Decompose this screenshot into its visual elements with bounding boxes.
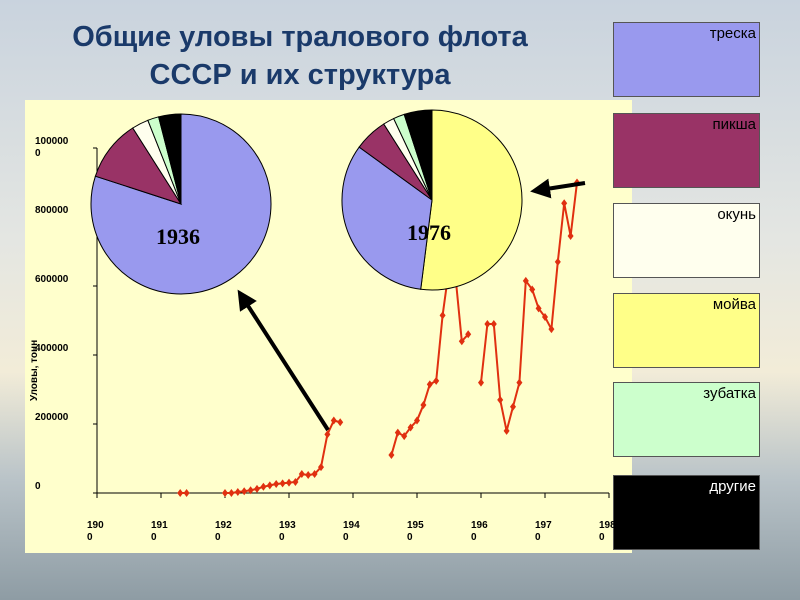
data-point — [260, 482, 267, 491]
data-point — [542, 313, 548, 322]
data-point — [465, 330, 472, 339]
data-point — [222, 489, 228, 497]
data-point — [266, 481, 273, 490]
data-point — [414, 416, 420, 425]
data-point — [286, 478, 292, 487]
data-point — [561, 199, 568, 208]
data-point — [484, 319, 491, 328]
data-point — [305, 471, 312, 480]
data-point — [311, 470, 318, 479]
data-point — [318, 463, 324, 472]
data-point — [247, 486, 254, 495]
pie-slice — [158, 113, 182, 205]
data-point — [337, 418, 344, 427]
legend-label: другие — [709, 478, 756, 495]
data-point — [548, 325, 555, 334]
y-tick-label: 400000 — [35, 343, 69, 354]
data-point — [420, 401, 427, 410]
line-series — [480, 182, 578, 432]
data-point — [292, 477, 299, 486]
x-tick-label: 1940 — [343, 520, 360, 543]
data-point — [554, 257, 561, 266]
data-point — [330, 416, 337, 425]
data-point — [324, 430, 331, 439]
data-point — [228, 489, 235, 497]
data-point — [401, 432, 408, 441]
data-point — [388, 451, 395, 460]
y-tick-label: 200000 — [35, 412, 69, 423]
legend-label: мойва — [712, 296, 756, 313]
slide-title: Общие уловы тралового флота СССР и их ст… — [72, 21, 528, 91]
legend-label: треска — [709, 25, 756, 42]
x-tick-label: 1950 — [407, 520, 424, 543]
x-tick-label: 1910 — [151, 520, 168, 543]
legend-item: мойва — [613, 293, 760, 368]
data-point — [567, 231, 574, 240]
legend-item: окунь — [613, 203, 760, 278]
pie-label: 1976 — [407, 220, 451, 245]
legend-label: окунь — [717, 206, 756, 223]
pie-label: 1936 — [156, 224, 200, 249]
y-tick-label: 800000 — [35, 205, 69, 216]
legend-label: пикша — [712, 116, 756, 133]
data-point — [279, 479, 286, 488]
data-point — [510, 402, 516, 411]
y-tick-label: 0 — [35, 481, 41, 492]
x-tick-label: 1900 — [87, 520, 104, 543]
data-point — [516, 378, 523, 387]
data-point — [254, 484, 260, 493]
y-tick-label: 1000000 — [35, 136, 69, 159]
legend-item: пикша — [613, 113, 760, 188]
x-tick-label: 1930 — [279, 520, 296, 543]
data-point — [529, 285, 536, 294]
data-point — [490, 319, 497, 328]
pie-slice — [403, 109, 433, 201]
data-point — [503, 426, 510, 435]
data-point — [458, 337, 465, 346]
data-point — [535, 304, 542, 313]
legend-item: треска — [613, 22, 760, 97]
arrow — [530, 178, 586, 199]
data-point — [497, 395, 504, 404]
legend-label: зубатка — [703, 385, 756, 402]
legend-item: зубатка — [613, 382, 760, 457]
x-tick-label: 1920 — [215, 520, 232, 543]
y-axis-label: Уловы, тонн — [29, 339, 40, 401]
x-tick-label: 1960 — [471, 520, 488, 543]
arrow — [237, 289, 330, 432]
y-tick-label: 600000 — [35, 274, 69, 285]
data-point — [241, 487, 248, 496]
data-point — [522, 276, 529, 285]
line-series — [390, 266, 469, 456]
data-point — [177, 489, 184, 497]
data-point — [234, 487, 241, 496]
data-point — [426, 380, 433, 389]
x-tick-label: 1970 — [535, 520, 552, 543]
pie-slice — [341, 146, 433, 290]
data-point — [407, 423, 414, 432]
data-point — [478, 378, 484, 387]
data-point — [433, 376, 440, 385]
pie-slice — [420, 109, 523, 291]
data-point — [394, 428, 401, 437]
legend-item: другие — [613, 475, 760, 550]
data-point — [183, 489, 190, 497]
x-tick-label: 1980 — [599, 520, 616, 543]
data-point — [298, 470, 305, 479]
data-point — [439, 311, 446, 320]
data-point — [273, 480, 280, 489]
